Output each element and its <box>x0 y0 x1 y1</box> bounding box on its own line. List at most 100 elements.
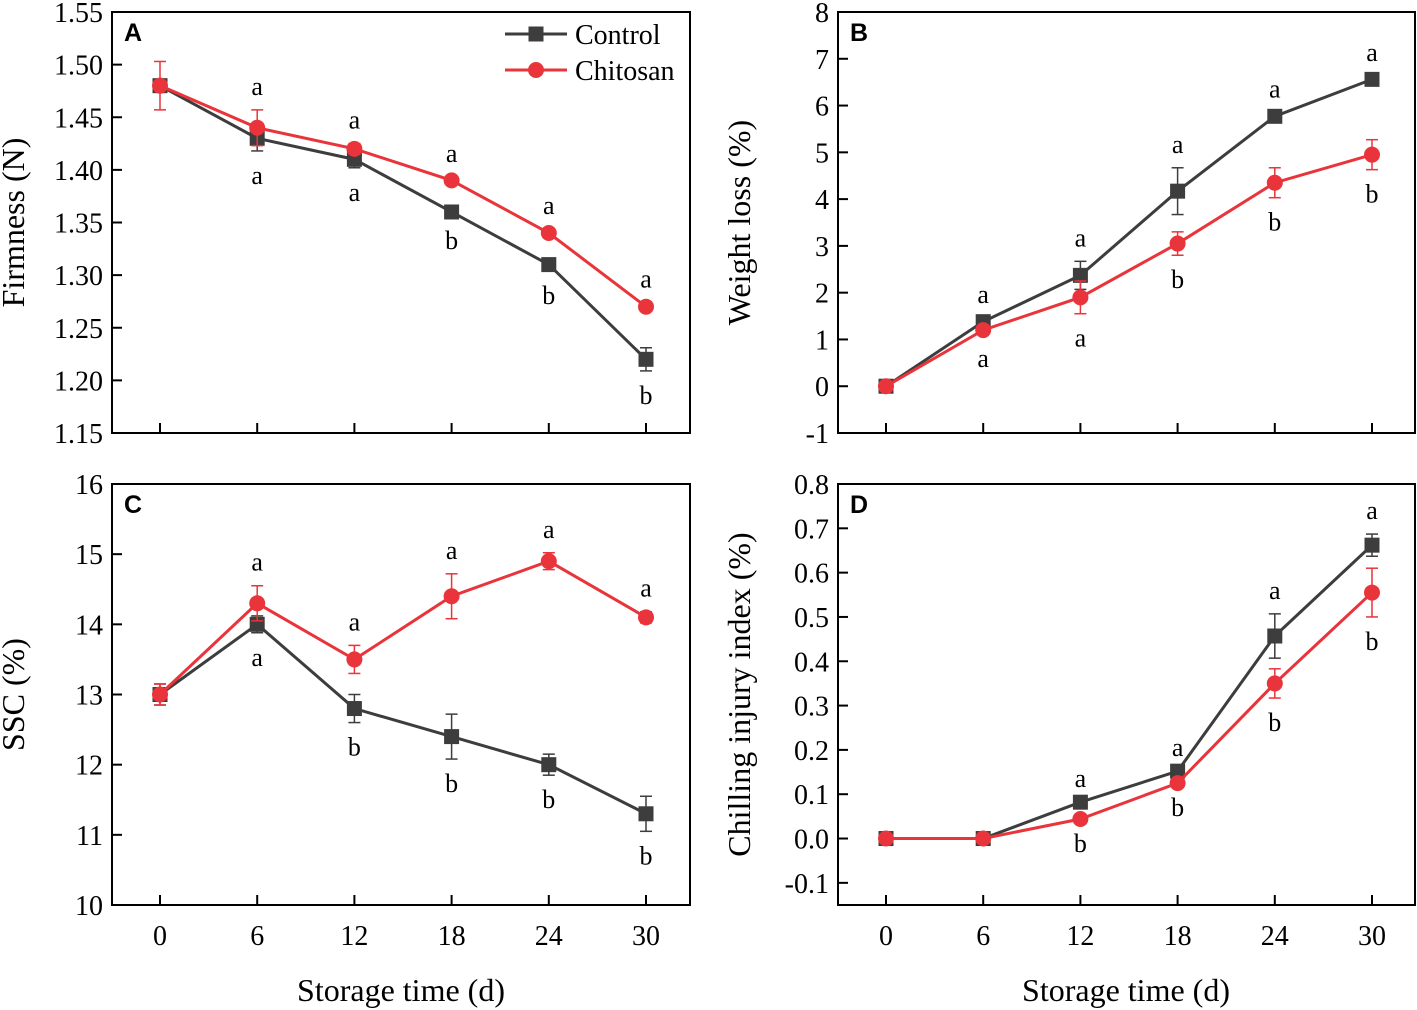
data-point <box>638 298 654 315</box>
y-tick-label: 1.50 <box>54 51 103 82</box>
series-control <box>152 78 654 372</box>
y-axis-title: Chilling injury index (%) <box>721 532 757 856</box>
series-chitosan <box>878 138 1380 395</box>
significance-letter: a <box>640 574 652 603</box>
y-tick-label: -1 <box>806 419 829 450</box>
significance-letter: a <box>640 264 652 293</box>
significance-letter: b <box>1366 180 1379 209</box>
legend-label: Chitosan <box>575 56 675 87</box>
significance-letter: a <box>977 280 989 309</box>
significance-letter: a <box>1075 324 1087 353</box>
y-tick-label: 0.0 <box>794 825 829 856</box>
y-axis-title: Weight loss (%) <box>721 120 757 325</box>
significance-letter: a <box>543 515 555 544</box>
legend-marker <box>528 62 544 78</box>
series-line <box>886 544 1374 841</box>
x-tick-label: 18 <box>1164 921 1192 952</box>
data-point <box>1072 289 1089 306</box>
data-point <box>444 204 460 220</box>
y-tick-label: 1.30 <box>54 261 103 292</box>
panel-letter: D <box>850 491 868 519</box>
series-chitosan <box>152 60 654 315</box>
series-chitosan <box>152 552 654 706</box>
y-tick-label: 1.40 <box>54 156 103 187</box>
y-tick-label: 16 <box>75 470 103 501</box>
data-point <box>638 806 654 822</box>
y-tick-label: 8 <box>815 0 829 29</box>
significance-letter: b <box>445 226 458 255</box>
data-point <box>540 553 557 570</box>
series-line <box>885 153 1373 388</box>
x-tick-label: 12 <box>340 921 368 952</box>
significance-letter: b <box>640 381 653 410</box>
y-tick-label: 1.15 <box>54 419 103 450</box>
significance-letter: a <box>1075 764 1087 793</box>
data-point <box>249 595 266 612</box>
data-point <box>1266 675 1283 692</box>
y-tick-label: 1.20 <box>54 366 103 397</box>
data-point <box>1169 775 1186 792</box>
legend: Control Chitosan <box>505 20 675 87</box>
x-tick-label: 0 <box>153 921 167 952</box>
significance-letter: a <box>1366 496 1378 525</box>
data-point <box>346 651 363 668</box>
y-tick-label: 0.3 <box>794 692 829 723</box>
series-line <box>159 84 647 308</box>
panel-letter: A <box>124 19 142 47</box>
legend-item-chitosan: Chitosan <box>505 56 675 87</box>
data-point <box>1169 235 1186 252</box>
y-tick-label: 11 <box>76 821 103 852</box>
significance-letter: b <box>1268 208 1281 237</box>
x-tick-label: 24 <box>1261 921 1289 952</box>
data-point <box>1170 183 1186 199</box>
series-chitosan <box>878 567 1380 847</box>
x-axis-title-left: Storage time (d) <box>297 972 505 1008</box>
significance-letter: a <box>543 191 555 220</box>
y-tick-label: 12 <box>75 751 103 782</box>
data-point <box>1364 71 1380 87</box>
data-point <box>878 830 894 847</box>
significance-letter: a <box>1172 130 1184 159</box>
y-tick-label: 1 <box>815 325 829 356</box>
y-tick-label: 6 <box>815 92 829 123</box>
data-point <box>249 119 266 136</box>
series-line <box>886 591 1374 841</box>
significance-letter: b <box>1171 265 1184 294</box>
y-axis-title: SSC (%) <box>0 638 31 751</box>
significance-letter: a <box>251 161 263 190</box>
series-control <box>152 615 654 833</box>
data-point <box>1364 537 1380 553</box>
data-point <box>346 701 362 717</box>
significance-letter: b <box>640 841 653 870</box>
y-tick-label: 0.8 <box>794 470 829 501</box>
y-tick-label: 1.55 <box>54 0 103 29</box>
panel-a: 1.15 1.20 1.25 1.30 1.35 1.40 1.45 1.50 1.55 Firm… <box>0 0 691 450</box>
plot-frame <box>837 11 1416 434</box>
series-line <box>158 559 647 696</box>
data-point <box>975 830 992 847</box>
y-tick-label: 1.25 <box>54 314 103 345</box>
data-point <box>1170 763 1186 779</box>
x-tick-label: 30 <box>632 921 660 952</box>
data-point <box>1267 108 1283 124</box>
significance-letter: a <box>349 106 361 135</box>
significance-letter: a <box>251 643 263 672</box>
significance-letter: b <box>1171 793 1184 822</box>
significance-letter: a <box>977 344 989 373</box>
significance-letter: a <box>1269 576 1281 605</box>
significance-letter: a <box>1269 75 1281 104</box>
data-point <box>541 757 557 773</box>
data-point <box>1072 267 1088 283</box>
y-tick-label: 0.4 <box>794 647 829 678</box>
data-point <box>444 729 460 745</box>
data-point <box>443 172 460 189</box>
significance-letter: b <box>348 733 361 762</box>
data-point <box>1072 794 1088 810</box>
significance-letter: a <box>446 139 458 168</box>
y-tick-label: 0.2 <box>794 736 829 767</box>
series-control <box>878 533 1380 847</box>
significance-letter: b <box>1074 829 1087 858</box>
panels-layer: 1.15 1.20 1.25 1.30 1.35 1.40 1.45 1.50 1.55 Firm… <box>0 0 1416 952</box>
y-tick-label: 10 <box>75 891 103 922</box>
